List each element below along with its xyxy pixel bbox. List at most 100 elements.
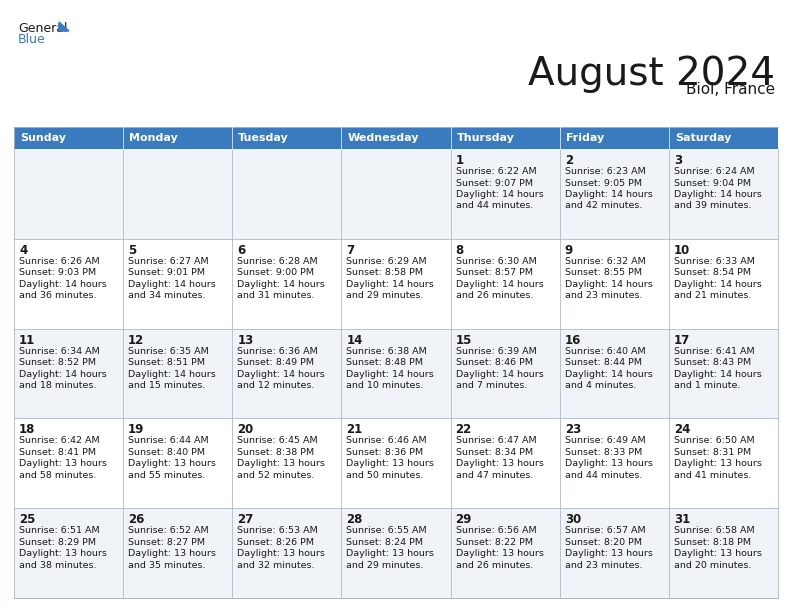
Bar (14, 149, 123, 239)
Text: Sunset: 9:04 PM: Sunset: 9:04 PM (674, 179, 751, 187)
Text: Daylight: 13 hours: Daylight: 13 hours (565, 460, 653, 468)
Text: and 44 minutes.: and 44 minutes. (565, 471, 642, 480)
Text: Sunset: 8:57 PM: Sunset: 8:57 PM (455, 268, 532, 277)
Bar (232, 127, 341, 149)
Text: 26: 26 (128, 513, 144, 526)
Text: and 4 minutes.: and 4 minutes. (565, 381, 636, 390)
Text: 25: 25 (19, 513, 36, 526)
Text: Sunset: 8:26 PM: Sunset: 8:26 PM (238, 538, 314, 547)
Bar (14, 239, 123, 329)
Text: Sunset: 8:48 PM: Sunset: 8:48 PM (346, 358, 424, 367)
Text: and 21 minutes.: and 21 minutes. (674, 291, 752, 300)
Text: Daylight: 13 hours: Daylight: 13 hours (565, 549, 653, 558)
Text: Sunrise: 6:57 AM: Sunrise: 6:57 AM (565, 526, 645, 536)
Text: and 31 minutes.: and 31 minutes. (238, 291, 314, 300)
Text: Daylight: 14 hours: Daylight: 14 hours (128, 370, 216, 379)
Text: Sunset: 8:27 PM: Sunset: 8:27 PM (128, 538, 205, 547)
Text: Sunrise: 6:28 AM: Sunrise: 6:28 AM (238, 257, 318, 266)
Text: 1: 1 (455, 154, 463, 167)
Text: Daylight: 13 hours: Daylight: 13 hours (674, 549, 762, 558)
Text: Sunset: 8:41 PM: Sunset: 8:41 PM (19, 448, 96, 457)
Text: Sunset: 8:40 PM: Sunset: 8:40 PM (128, 448, 205, 457)
Text: Sunset: 8:33 PM: Sunset: 8:33 PM (565, 448, 642, 457)
Text: Sunrise: 6:27 AM: Sunrise: 6:27 AM (128, 257, 209, 266)
Text: Sunrise: 6:44 AM: Sunrise: 6:44 AM (128, 436, 209, 446)
Text: and 23 minutes.: and 23 minutes. (565, 291, 642, 300)
Bar (560, 329, 669, 419)
Text: Sunset: 8:22 PM: Sunset: 8:22 PM (455, 538, 532, 547)
Bar (341, 329, 451, 419)
Text: Sunrise: 6:45 AM: Sunrise: 6:45 AM (238, 436, 318, 446)
Bar (14, 419, 123, 508)
Text: Sunrise: 6:56 AM: Sunrise: 6:56 AM (455, 526, 536, 536)
Text: and 12 minutes.: and 12 minutes. (238, 381, 314, 390)
Text: Sunrise: 6:51 AM: Sunrise: 6:51 AM (19, 526, 100, 536)
Text: Daylight: 13 hours: Daylight: 13 hours (19, 460, 107, 468)
Text: Sunrise: 6:39 AM: Sunrise: 6:39 AM (455, 346, 536, 356)
Text: Sunset: 9:07 PM: Sunset: 9:07 PM (455, 179, 532, 187)
Bar (123, 508, 232, 598)
Text: Daylight: 13 hours: Daylight: 13 hours (19, 549, 107, 558)
Bar (451, 329, 560, 419)
Text: Sunset: 8:29 PM: Sunset: 8:29 PM (19, 538, 96, 547)
Text: Monday: Monday (129, 133, 178, 143)
Text: 13: 13 (238, 334, 253, 346)
Bar (669, 508, 778, 598)
Text: Sunset: 8:55 PM: Sunset: 8:55 PM (565, 268, 642, 277)
Text: 29: 29 (455, 513, 472, 526)
Text: Daylight: 13 hours: Daylight: 13 hours (455, 549, 543, 558)
Text: and 20 minutes.: and 20 minutes. (674, 561, 752, 570)
Bar (560, 149, 669, 239)
Text: and 39 minutes.: and 39 minutes. (674, 201, 752, 211)
Bar (14, 329, 123, 419)
Text: Daylight: 13 hours: Daylight: 13 hours (674, 460, 762, 468)
Text: Daylight: 14 hours: Daylight: 14 hours (346, 370, 434, 379)
Bar (560, 419, 669, 508)
Text: Sunrise: 6:58 AM: Sunrise: 6:58 AM (674, 526, 755, 536)
Bar (341, 149, 451, 239)
Bar (232, 419, 341, 508)
Bar (232, 508, 341, 598)
Text: Sunrise: 6:47 AM: Sunrise: 6:47 AM (455, 436, 536, 446)
Text: Biol, France: Biol, France (686, 82, 775, 97)
Text: Sunrise: 6:24 AM: Sunrise: 6:24 AM (674, 167, 755, 176)
Text: Daylight: 13 hours: Daylight: 13 hours (455, 460, 543, 468)
Text: Daylight: 13 hours: Daylight: 13 hours (128, 460, 216, 468)
Text: Sunrise: 6:23 AM: Sunrise: 6:23 AM (565, 167, 645, 176)
Text: Sunrise: 6:50 AM: Sunrise: 6:50 AM (674, 436, 755, 446)
Text: Sunset: 8:36 PM: Sunset: 8:36 PM (346, 448, 424, 457)
Text: 21: 21 (346, 424, 363, 436)
Text: and 15 minutes.: and 15 minutes. (128, 381, 205, 390)
Text: 18: 18 (19, 424, 36, 436)
Text: Daylight: 14 hours: Daylight: 14 hours (565, 190, 653, 199)
Text: Sunrise: 6:52 AM: Sunrise: 6:52 AM (128, 526, 209, 536)
Text: Sunset: 8:49 PM: Sunset: 8:49 PM (238, 358, 314, 367)
Text: Sunrise: 6:42 AM: Sunrise: 6:42 AM (19, 436, 100, 446)
Bar (123, 239, 232, 329)
Text: Daylight: 14 hours: Daylight: 14 hours (346, 280, 434, 289)
Text: Sunset: 8:18 PM: Sunset: 8:18 PM (674, 538, 751, 547)
Text: Sunset: 8:52 PM: Sunset: 8:52 PM (19, 358, 96, 367)
Bar (669, 149, 778, 239)
Text: Blue: Blue (18, 33, 46, 46)
Text: and 47 minutes.: and 47 minutes. (455, 471, 533, 480)
Text: 28: 28 (346, 513, 363, 526)
Bar (560, 127, 669, 149)
Text: Tuesday: Tuesday (238, 133, 289, 143)
Bar (123, 329, 232, 419)
Text: Daylight: 14 hours: Daylight: 14 hours (238, 370, 325, 379)
Text: Daylight: 14 hours: Daylight: 14 hours (565, 370, 653, 379)
Bar (669, 239, 778, 329)
Text: Sunrise: 6:30 AM: Sunrise: 6:30 AM (455, 257, 536, 266)
Text: and 36 minutes.: and 36 minutes. (19, 291, 97, 300)
Bar (669, 419, 778, 508)
Text: 9: 9 (565, 244, 573, 257)
Text: Saturday: Saturday (675, 133, 731, 143)
Text: Daylight: 14 hours: Daylight: 14 hours (455, 190, 543, 199)
Text: and 35 minutes.: and 35 minutes. (128, 561, 206, 570)
Text: Sunrise: 6:33 AM: Sunrise: 6:33 AM (674, 257, 755, 266)
Text: Sunrise: 6:38 AM: Sunrise: 6:38 AM (346, 346, 427, 356)
Bar (123, 127, 232, 149)
Text: Sunrise: 6:35 AM: Sunrise: 6:35 AM (128, 346, 209, 356)
Text: 2: 2 (565, 154, 573, 167)
